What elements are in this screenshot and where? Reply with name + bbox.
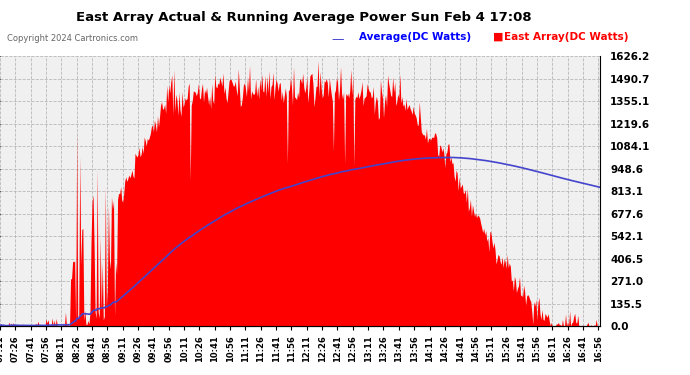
Text: ■: ■ — [493, 32, 504, 42]
Text: Average(DC Watts): Average(DC Watts) — [359, 32, 471, 42]
Text: East Array Actual & Running Average Power Sun Feb 4 17:08: East Array Actual & Running Average Powe… — [76, 11, 531, 24]
Text: East Array(DC Watts): East Array(DC Watts) — [504, 32, 628, 42]
Text: Copyright 2024 Cartronics.com: Copyright 2024 Cartronics.com — [7, 34, 138, 43]
Text: —: — — [331, 33, 344, 46]
